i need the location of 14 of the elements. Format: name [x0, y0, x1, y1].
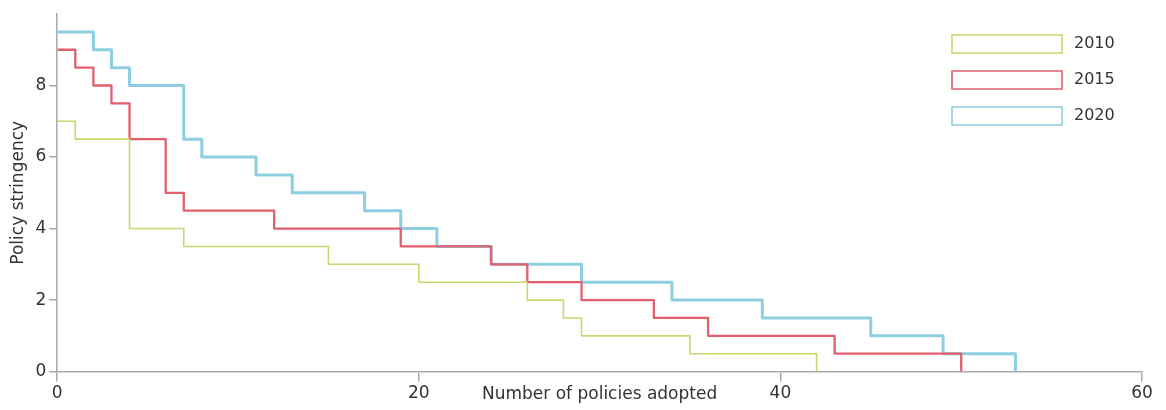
text: 2015 — [1074, 69, 1115, 89]
y-tick-label: 0 — [35, 360, 47, 381]
text: 2010 — [1074, 33, 1115, 53]
y-axis-title: Policy stringency — [6, 120, 27, 265]
y-tick-label: 6 — [35, 145, 47, 166]
x-tick-label: 60 — [1131, 382, 1153, 403]
x-tick-label: 40 — [769, 382, 792, 403]
x-axis-title: Number of policies adopted — [481, 382, 718, 403]
x-tick-label: 0 — [51, 382, 63, 403]
x-tick-label: 20 — [407, 382, 430, 403]
y-tick-label: 4 — [35, 216, 47, 237]
y-tick-label: 2 — [35, 288, 47, 309]
text: 2020 — [1074, 105, 1115, 125]
y-tick-label: 8 — [35, 73, 47, 94]
